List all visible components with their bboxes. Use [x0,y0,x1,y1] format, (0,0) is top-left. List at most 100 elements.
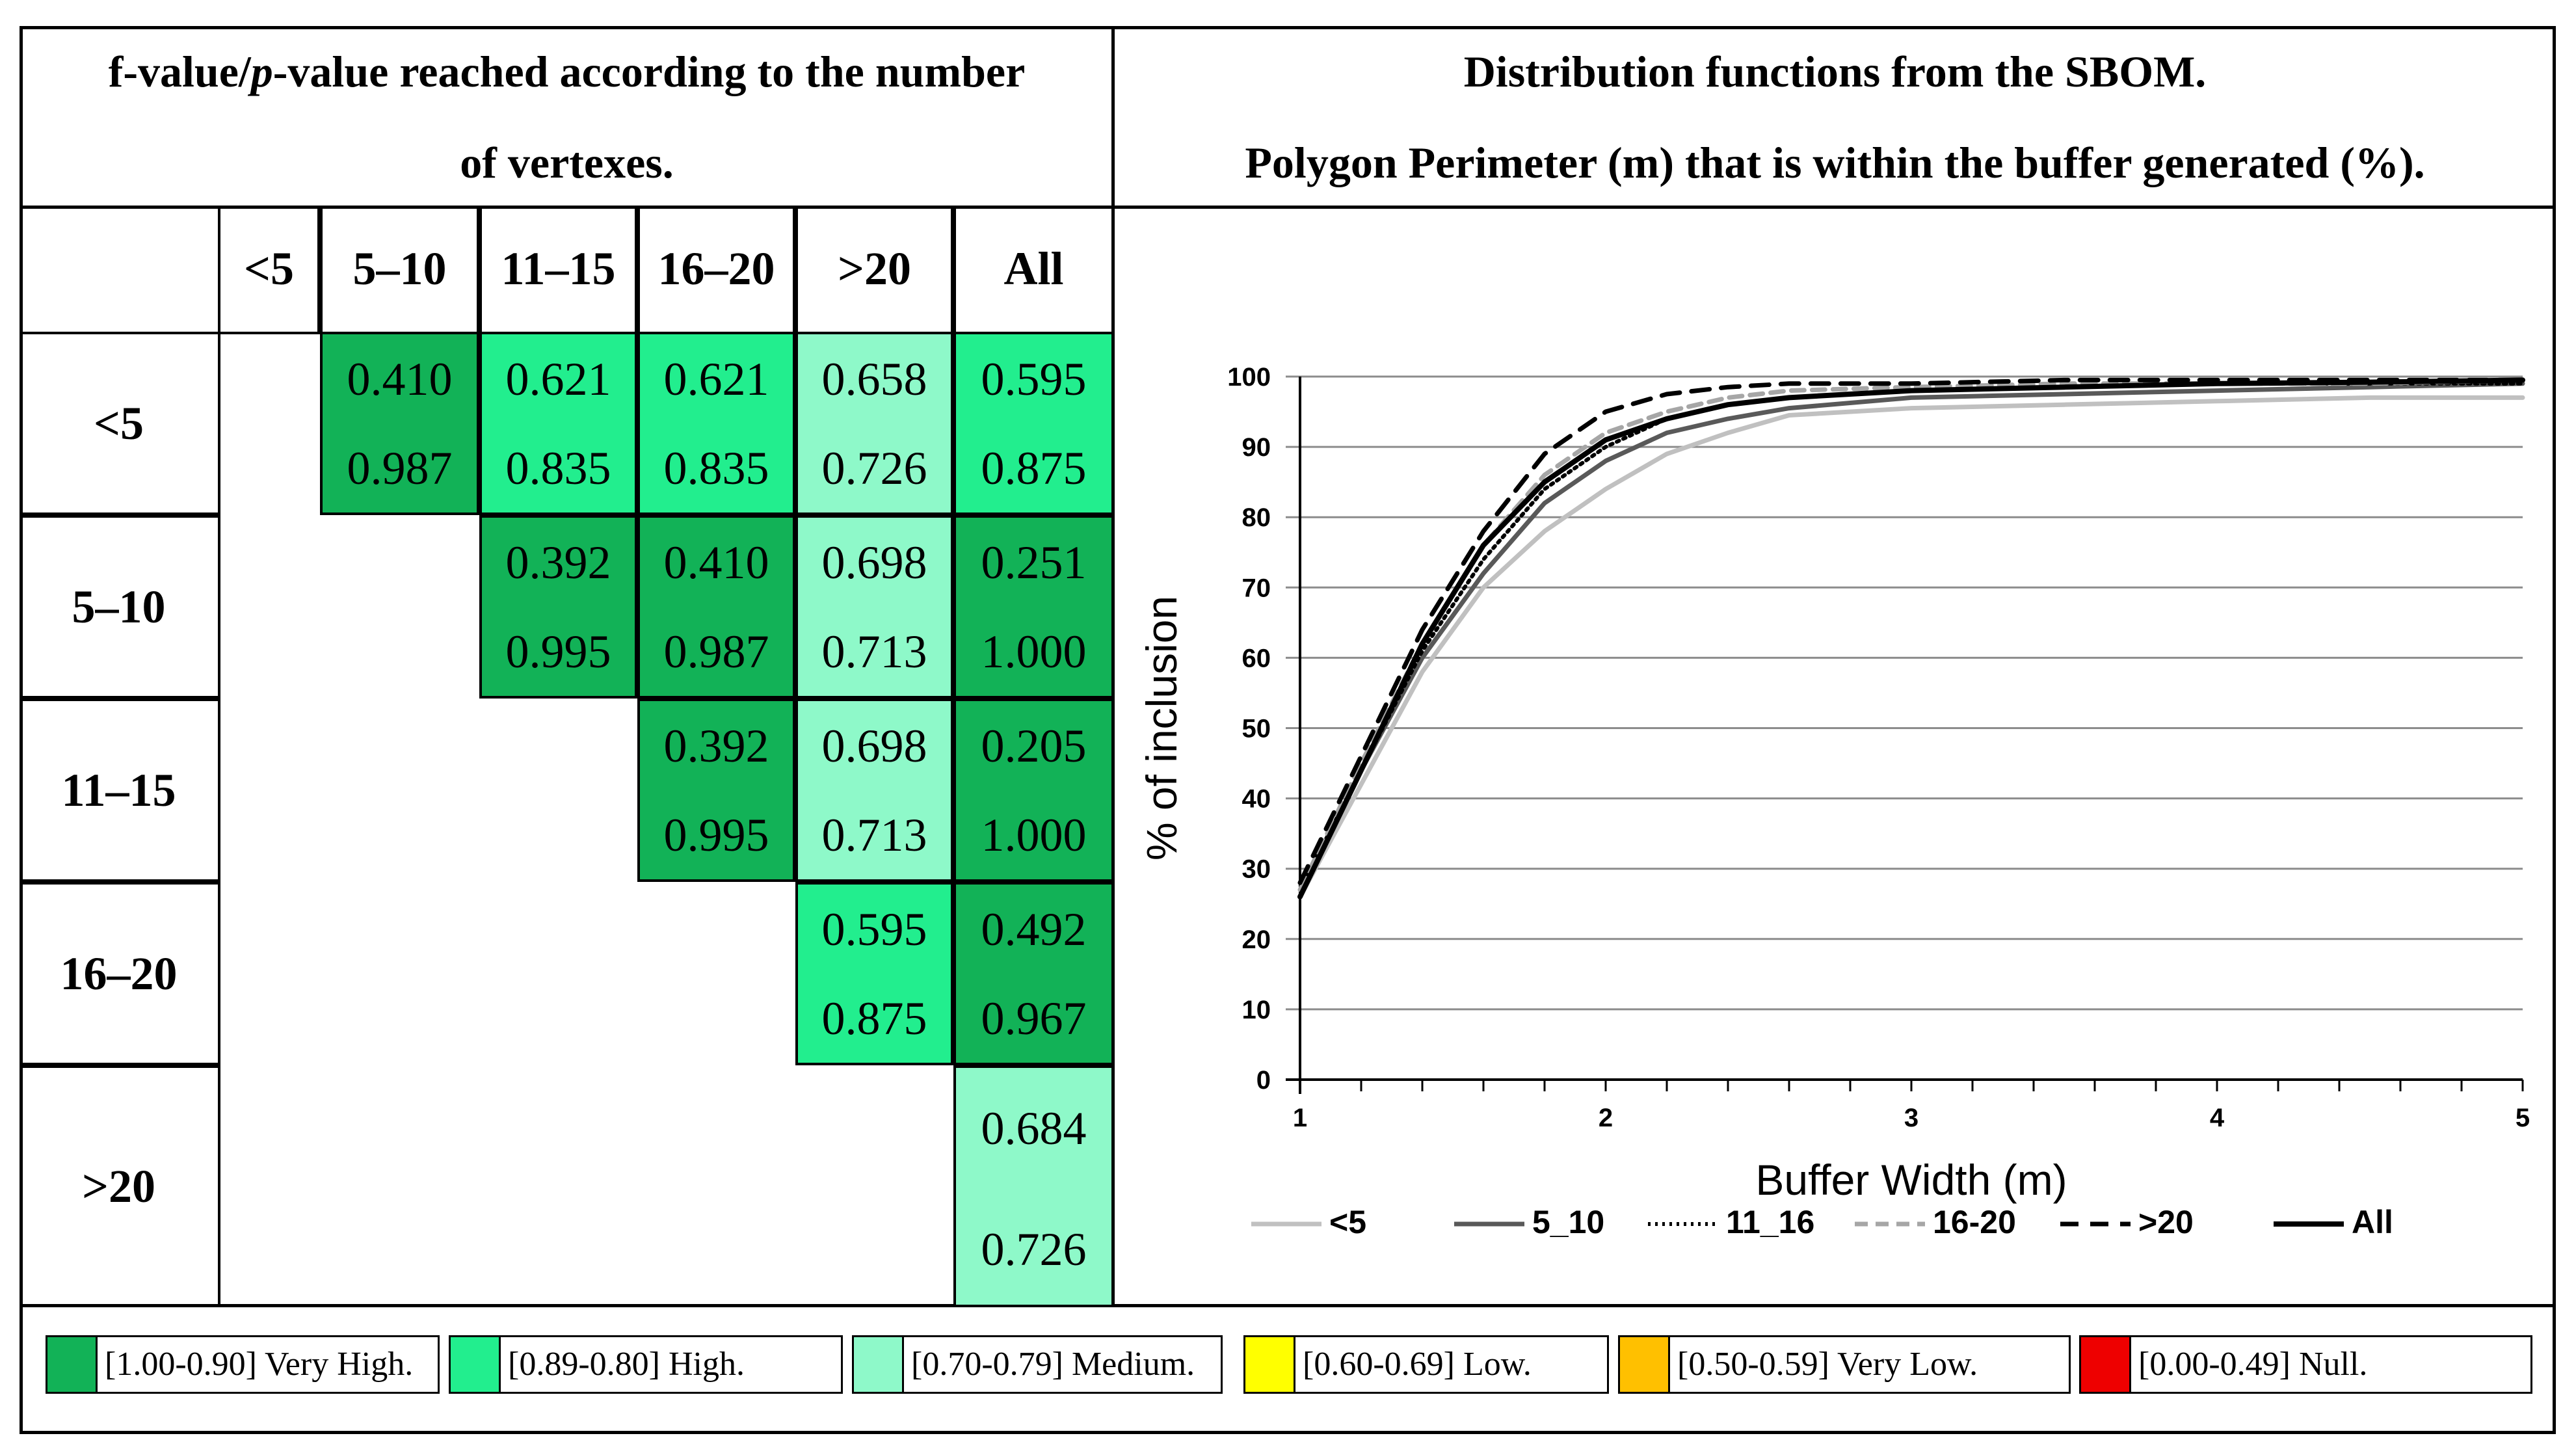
p-value: 1.000 [981,626,1087,678]
matrix-cell: 0.410 0.987 [637,515,795,699]
row-header: <5 [20,332,220,515]
f-value: 0.492 [981,903,1087,955]
f-value: 0.410 [347,353,453,405]
legend-label: [0.50-0.59] Very Low. [1677,1346,1978,1383]
column-header: <5 [218,206,320,334]
legend-color-swatch [47,1337,98,1392]
legend-label: [0.60-0.69] Low. [1303,1346,1532,1383]
p-value: 0.987 [347,442,453,494]
matrix-cell: 0.492 0.967 [953,882,1114,1065]
f-value: 0.658 [821,353,927,405]
row-separator [20,882,220,885]
legend-label: [1.00-0.90] Very High. [105,1346,414,1383]
f-value: 0.698 [821,537,927,589]
row-separator [20,515,220,518]
legend-color-swatch [451,1337,501,1392]
f-value: 0.251 [981,537,1087,589]
p-value: 0.875 [821,992,927,1045]
p-value: 0.726 [821,442,927,494]
matrix-cell: 0.684 0.726 [953,1065,1114,1307]
f-value: 0.684 [981,1102,1087,1154]
right-header: Distribution functions from the SBOM. Po… [1245,47,2425,187]
legend-color-swatch [1620,1337,1670,1392]
p-value: 1.000 [981,809,1087,861]
series-line [1297,377,2525,885]
legend-label: [0.70-0.79] Medium. [911,1346,1195,1383]
row-separator [20,699,220,701]
matrix-cell: 0.392 0.995 [479,515,637,699]
y-tick-label: 50 [1242,715,1271,743]
legend-label: 5_10 [1532,1204,1604,1240]
p-value: 0.713 [821,809,927,861]
legend-item: [0.60-0.69] Low. [1243,1335,1609,1394]
y-tick-label: 100 [1227,363,1271,392]
row-header: 5–10 [20,515,220,699]
legend-label: >20 [2138,1204,2194,1240]
matrix-cell: 0.595 0.875 [953,332,1114,515]
matrix-cell: 0.205 1.000 [953,699,1114,882]
f-value: 0.621 [505,353,611,405]
p-value: 0.995 [663,809,769,861]
p-value: 0.987 [663,626,769,678]
column-header: 11–15 [479,206,637,334]
column-header: 16–20 [637,206,795,334]
y-tick-label: 40 [1242,785,1271,814]
y-tick-label: 90 [1242,433,1271,462]
distribution-chart: 0 10 20 30 40 50 60 70 80 90 100 1 2 3 4 5 Buffer Width … [1137,363,2530,1240]
x-axis-title: Buffer Width (m) [1755,1156,2067,1204]
f-value: 0.205 [981,720,1087,772]
series-line [1297,395,2525,899]
y-tick-label: 30 [1242,855,1271,884]
left-header: f-value/p-value reached according to the… [108,47,1026,187]
legend-divider [20,1304,2556,1307]
legend-label: [0.89-0.80] High. [508,1346,745,1383]
legend-item: [0.00-0.49] Null. [2079,1335,2532,1394]
matrix-cell: 0.658 0.726 [795,332,953,515]
matrix-cell: 0.410 0.987 [320,332,479,515]
matrix-cell: 0.251 1.000 [953,515,1114,699]
row-separator [20,1065,220,1068]
series-line [1297,377,2525,899]
p-value: 0.835 [663,442,769,494]
p-value: 0.995 [505,626,611,678]
y-tick-label: 80 [1242,503,1271,532]
y-tick-label: 10 [1242,996,1271,1024]
x-tick-label: 5 [2516,1104,2530,1132]
legend-color-swatch [2081,1337,2131,1392]
legend-color-swatch [854,1337,904,1392]
y-tick-label: 60 [1242,644,1271,672]
matrix-cell: 0.621 0.835 [479,332,637,515]
legend-color-swatch [1245,1337,1295,1392]
x-tick-label: 4 [2210,1104,2225,1132]
row-header: >20 [20,1065,220,1307]
legend-item: [0.89-0.80] High. [449,1335,843,1394]
y-tick-label: 0 [1256,1066,1271,1095]
header-divider [20,206,2556,209]
legend-label: 16-20 [1933,1204,2016,1240]
f-value: 0.595 [821,903,927,955]
f-value: 0.410 [663,537,769,589]
p-value: 0.835 [505,442,611,494]
x-tick-label: 2 [1599,1104,1613,1132]
matrix-corner [20,206,220,334]
legend-item: [0.50-0.59] Very Low. [1618,1335,2071,1394]
y-tick-label: 70 [1242,574,1271,602]
figure-frame [20,26,2556,1434]
p-value: 0.967 [981,992,1087,1045]
legend-label: All [2352,1204,2393,1240]
y-tick-label: 20 [1242,925,1271,954]
legend-item: [0.70-0.79] Medium. [852,1335,1223,1394]
f-value: 0.392 [663,720,769,772]
matrix-cell: 0.392 0.995 [637,699,795,882]
matrix-cell: 0.621 0.835 [637,332,795,515]
column-header: >20 [795,206,953,334]
f-value: 0.698 [821,720,927,772]
matrix-cell: 0.698 0.713 [795,515,953,699]
column-header: All [953,206,1114,334]
matrix-cell: 0.595 0.875 [795,882,953,1065]
row-header: 16–20 [20,882,220,1065]
legend-label: 11_16 [1726,1204,1814,1240]
legend-label: <5 [1329,1204,1366,1240]
p-value: 0.875 [981,442,1087,494]
series-line [1297,377,2525,892]
